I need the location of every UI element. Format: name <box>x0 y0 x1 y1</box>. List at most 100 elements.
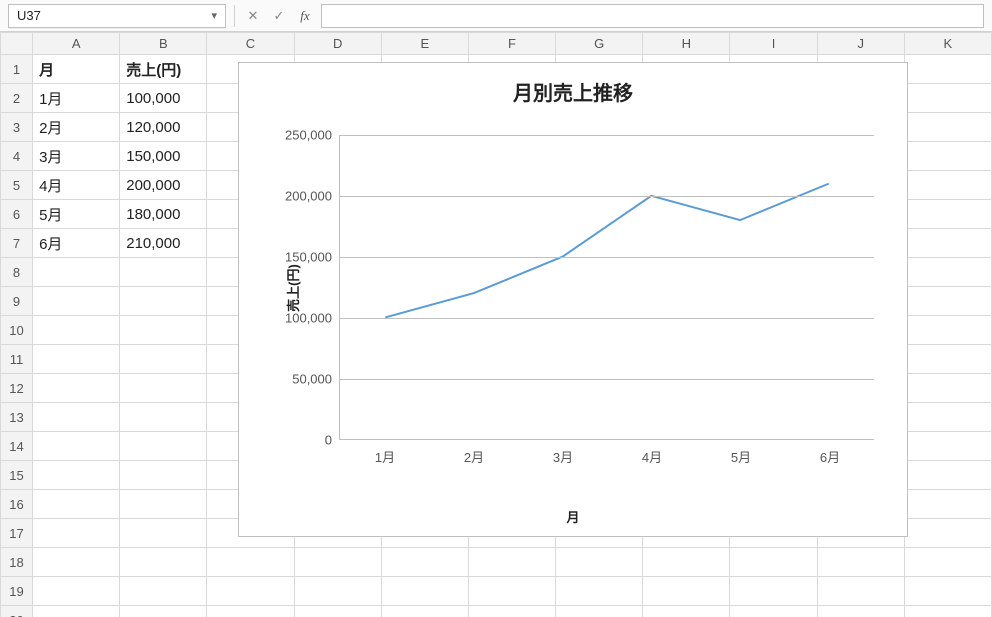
row-header[interactable]: 9 <box>1 287 33 316</box>
cell[interactable] <box>904 258 991 287</box>
cell[interactable] <box>904 374 991 403</box>
cell[interactable] <box>904 548 991 577</box>
cell[interactable] <box>120 403 207 432</box>
row-header[interactable]: 5 <box>1 171 33 200</box>
cell[interactable] <box>120 345 207 374</box>
cell[interactable]: 5月 <box>33 200 120 229</box>
row-header[interactable]: 7 <box>1 229 33 258</box>
cell[interactable] <box>33 548 120 577</box>
cell[interactable] <box>381 548 468 577</box>
col-header[interactable]: J <box>817 33 904 55</box>
cell[interactable] <box>294 548 381 577</box>
cell[interactable] <box>904 229 991 258</box>
col-header[interactable]: F <box>468 33 555 55</box>
col-header[interactable]: G <box>556 33 643 55</box>
chart-object[interactable]: 月別売上推移 売上(円) 050,000100,000150,000200,00… <box>238 62 908 537</box>
row-header[interactable]: 8 <box>1 258 33 287</box>
row-header[interactable]: 4 <box>1 142 33 171</box>
cell[interactable] <box>904 316 991 345</box>
cell[interactable] <box>468 577 555 606</box>
row-header[interactable]: 16 <box>1 490 33 519</box>
cell[interactable] <box>120 606 207 617</box>
col-header[interactable]: H <box>643 33 730 55</box>
cell[interactable] <box>120 490 207 519</box>
cell[interactable] <box>120 316 207 345</box>
cell[interactable]: 月 <box>33 55 120 84</box>
col-header[interactable]: B <box>120 33 207 55</box>
row-header[interactable]: 20 <box>1 606 33 617</box>
cell[interactable] <box>120 519 207 548</box>
col-header[interactable]: A <box>33 33 120 55</box>
col-header[interactable]: K <box>904 33 991 55</box>
cell[interactable] <box>120 374 207 403</box>
fx-button[interactable]: fx <box>295 6 315 26</box>
cell[interactable] <box>33 403 120 432</box>
cell[interactable] <box>468 548 555 577</box>
row-header[interactable]: 13 <box>1 403 33 432</box>
cell[interactable] <box>904 519 991 548</box>
row-header[interactable]: 12 <box>1 374 33 403</box>
cell[interactable] <box>904 577 991 606</box>
cell[interactable] <box>33 606 120 617</box>
cell[interactable] <box>904 55 991 84</box>
row-header[interactable]: 17 <box>1 519 33 548</box>
cancel-button[interactable]: ✕ <box>243 6 263 26</box>
cell[interactable]: 120,000 <box>120 113 207 142</box>
cell[interactable]: 4月 <box>33 171 120 200</box>
cell[interactable] <box>730 577 817 606</box>
confirm-button[interactable]: ✓ <box>269 6 289 26</box>
row-header[interactable]: 11 <box>1 345 33 374</box>
row-header[interactable]: 2 <box>1 84 33 113</box>
cell[interactable] <box>33 461 120 490</box>
cell[interactable] <box>730 548 817 577</box>
formula-input[interactable] <box>321 4 984 28</box>
cell[interactable] <box>207 606 294 617</box>
cell[interactable] <box>33 519 120 548</box>
cell[interactable] <box>468 606 555 617</box>
cell[interactable] <box>904 490 991 519</box>
cell[interactable] <box>904 461 991 490</box>
cell[interactable] <box>556 606 643 617</box>
cell[interactable] <box>294 606 381 617</box>
select-all-corner[interactable] <box>1 33 33 55</box>
col-header[interactable]: I <box>730 33 817 55</box>
row-header[interactable]: 18 <box>1 548 33 577</box>
cell[interactable] <box>556 548 643 577</box>
cell[interactable] <box>120 577 207 606</box>
cell[interactable]: 200,000 <box>120 171 207 200</box>
cell[interactable] <box>381 606 468 617</box>
cell[interactable] <box>817 606 904 617</box>
cell[interactable] <box>904 113 991 142</box>
cell[interactable] <box>120 287 207 316</box>
col-header[interactable]: D <box>294 33 381 55</box>
cell[interactable] <box>817 548 904 577</box>
name-box[interactable]: U37 ▾ <box>8 4 226 28</box>
cell[interactable] <box>33 287 120 316</box>
row-header[interactable]: 3 <box>1 113 33 142</box>
cell[interactable] <box>643 606 730 617</box>
cell[interactable] <box>33 345 120 374</box>
cell[interactable] <box>381 577 468 606</box>
cell[interactable] <box>120 258 207 287</box>
cell[interactable] <box>904 345 991 374</box>
cell[interactable]: 100,000 <box>120 84 207 113</box>
cell[interactable] <box>294 577 381 606</box>
cell[interactable] <box>33 374 120 403</box>
cell[interactable] <box>33 577 120 606</box>
cell[interactable] <box>556 577 643 606</box>
cell[interactable] <box>904 432 991 461</box>
col-header[interactable]: C <box>207 33 294 55</box>
row-header[interactable]: 6 <box>1 200 33 229</box>
cell[interactable]: 210,000 <box>120 229 207 258</box>
cell[interactable] <box>120 548 207 577</box>
cell[interactable]: 売上(円) <box>120 55 207 84</box>
cell[interactable] <box>33 316 120 345</box>
cell[interactable]: 6月 <box>33 229 120 258</box>
col-header[interactable]: E <box>381 33 468 55</box>
cell[interactable] <box>643 548 730 577</box>
cell[interactable] <box>730 606 817 617</box>
cell[interactable] <box>207 548 294 577</box>
cell[interactable]: 1月 <box>33 84 120 113</box>
cell[interactable] <box>817 577 904 606</box>
row-header[interactable]: 10 <box>1 316 33 345</box>
